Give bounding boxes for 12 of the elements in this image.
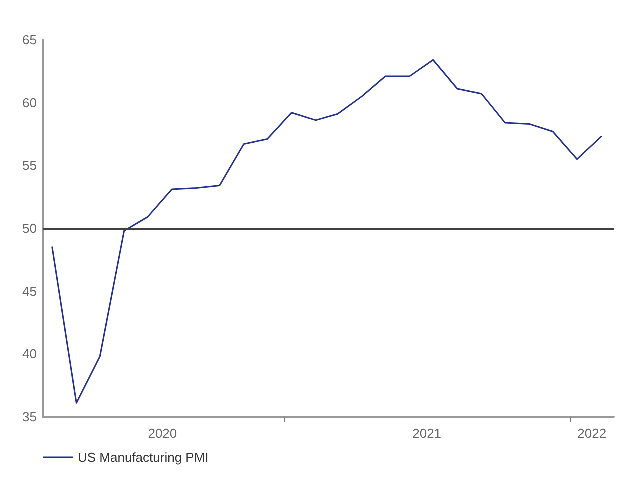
line-series: [52, 59, 602, 404]
y-tick-label: 55: [22, 158, 37, 174]
y-tick-label: 35: [22, 410, 37, 424]
x-tick-label: 2021: [412, 426, 442, 441]
x-tick-label: 2022: [578, 426, 607, 441]
y-tick-label: 50: [22, 221, 37, 236]
y-tick-label: 60: [22, 95, 37, 110]
legend-label: US Manufacturing PMI: [78, 450, 209, 465]
y-tick-label: 45: [22, 284, 37, 299]
y-tick-label: 65: [22, 32, 37, 48]
y-tick-label: 40: [22, 346, 37, 362]
x-tick-label: 2020: [148, 426, 178, 441]
